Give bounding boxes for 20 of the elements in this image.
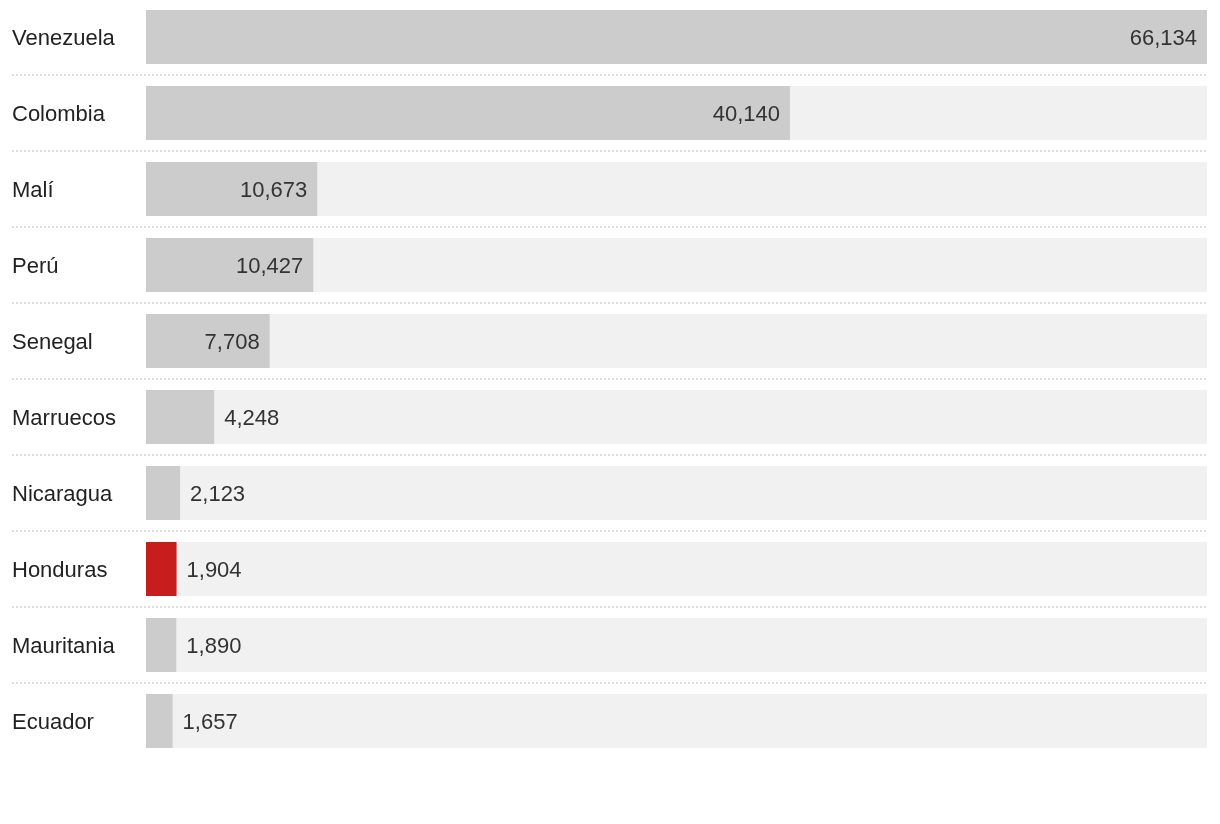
y-tick-label: Mauritania [12, 632, 116, 658]
y-tick-label: Marruecos [12, 404, 116, 430]
y-tick-label: Senegal [12, 328, 93, 354]
y-tick-label: Colombia [12, 100, 106, 126]
data-label: 7,708 [204, 328, 260, 354]
y-tick-label: Ecuador [12, 708, 94, 734]
y-tick-label: Nicaragua [12, 480, 114, 506]
y-tick-label: Venezuela [12, 24, 116, 50]
data-label: 1,890 [186, 632, 242, 658]
data-label: 10,427 [235, 252, 304, 278]
data-label: 1,904 [186, 556, 242, 582]
y-tick-label: Perú [12, 252, 59, 278]
y-tick-label: Malí [12, 176, 54, 202]
data-label: 1,657 [182, 708, 238, 734]
data-label: 66,134 [1129, 24, 1197, 50]
data-label: 2,123 [190, 480, 246, 506]
data-label: 10,673 [239, 176, 308, 202]
data-label: 4,248 [224, 404, 280, 430]
data-label: 40,140 [712, 100, 780, 126]
y-tick-label: Honduras [12, 556, 108, 582]
